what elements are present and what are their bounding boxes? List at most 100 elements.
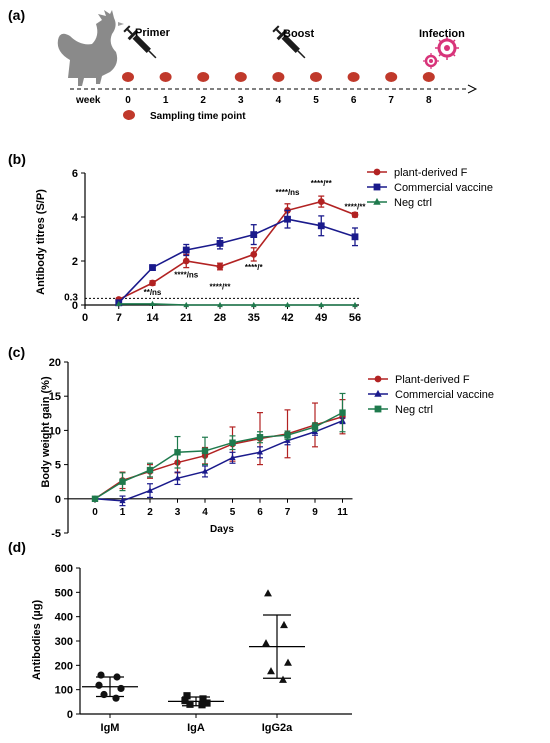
b-significance-label-6: ****/** (345, 202, 367, 211)
c-y-tick-15: 15 (49, 391, 61, 403)
c-y-tick-5: 5 (55, 460, 61, 472)
panel-label-a: (a) (8, 7, 25, 23)
d-point-iga-5 (198, 701, 206, 709)
c-x-tick-4: 4 (202, 507, 208, 518)
c-point-neg-ctrl-5 (229, 439, 236, 446)
c-y-tick--5: -5 (51, 528, 61, 540)
b-point-commercial-vaccine-56 (351, 233, 359, 241)
c-point-neg-ctrl-9 (311, 423, 319, 431)
b-legend-label-neg-ctrl: Neg ctrl (394, 197, 432, 209)
d-y-tick-0: 0 (67, 709, 73, 721)
b-point-commercial-vaccine-14 (149, 264, 156, 271)
syringe-icon-boost (272, 25, 306, 59)
c-point-commercial-vaccine-3 (174, 474, 181, 481)
c-x-tick-3: 3 (175, 507, 181, 518)
sampling-point-week-1 (159, 72, 172, 82)
c-y-tick-10: 10 (49, 425, 61, 437)
d-point-igm-3 (117, 684, 125, 693)
b-legend-marker-neg-ctrl (373, 197, 381, 205)
b-point-commercial-vaccine-49 (317, 222, 325, 230)
b-x-tick-35: 35 (248, 312, 260, 324)
c-point-neg-ctrl-3 (174, 449, 181, 456)
c-y-tick-20: 20 (49, 357, 61, 369)
virus-icon-large (435, 36, 459, 60)
c-legend: Plant-derived F Commercial vaccine Neg c… (395, 374, 494, 416)
sampling-markers (122, 72, 435, 82)
b-significance-label-0: **/ns (144, 288, 162, 297)
c-point-commercial-vaccine-1 (119, 497, 126, 504)
c-point-neg-ctrl-2 (146, 466, 154, 474)
b-significance-label-4: ****/ns (275, 188, 300, 197)
panel-label-c: (c) (8, 344, 25, 360)
c-legend-label-neg-ctrl: Neg ctrl (395, 404, 433, 416)
b-point-plant-derived-f-56 (351, 211, 359, 219)
d-point-igm-2 (95, 681, 103, 689)
sampling-point-week-8 (422, 72, 435, 82)
b-x-tick-21: 21 (180, 312, 192, 324)
d-point-igg2a-0 (264, 589, 272, 597)
c-legend-label-commercial-vaccine: Commercial vaccine (395, 389, 494, 401)
b-point-neg-ctrl-7 (115, 300, 122, 306)
b-point-neg-ctrl-49 (318, 301, 325, 308)
antibody-titres-chart: Antibody titres (S/P) plant-derived F Co… (35, 167, 493, 324)
sampling-legend-label: Sampling time point (150, 111, 246, 122)
b-point-neg-ctrl-35 (250, 301, 257, 308)
d-y-tick-300: 300 (55, 636, 73, 648)
sampling-legend: Sampling time point (123, 110, 246, 122)
b-point-neg-ctrl-42 (284, 301, 291, 308)
c-x-axis-title: Days (210, 524, 234, 535)
c-series-line-commercial-vaccine (94, 420, 343, 502)
b-point-commercial-vaccine-42 (284, 215, 291, 223)
c-x-tick-5: 5 (230, 507, 236, 518)
virus-icon-small (423, 53, 439, 69)
week-tick-1: 1 (163, 95, 169, 106)
c-point-commercial-vaccine-6 (256, 448, 264, 455)
b-x-tick-42: 42 (281, 312, 293, 324)
b-series-line-neg-ctrl (118, 303, 355, 306)
c-legend-label-plant-derived-f: Plant-derived F (395, 374, 470, 386)
d-point-igg2a-5 (279, 675, 287, 683)
week-tick-3: 3 (238, 95, 244, 106)
week-tick-6: 6 (351, 95, 357, 106)
b-series-line-plant-derived-f (118, 200, 356, 301)
b-y-tick-2: 2 (72, 256, 78, 268)
d-point-iga-2 (181, 697, 189, 705)
d-point-igm-4 (100, 690, 108, 699)
b-y-tick-0: 0 (72, 300, 78, 312)
b-point-commercial-vaccine-35 (250, 231, 258, 238)
week-tick-0: 0 (125, 95, 131, 106)
c-point-commercial-vaccine-7 (284, 437, 291, 443)
b-legend-label-commercial-vaccine: Commercial vaccine (394, 182, 493, 194)
week-label: week (75, 95, 101, 106)
b-x-tick-0: 0 (82, 312, 88, 324)
c-x-tick-11: 11 (337, 507, 348, 518)
sampling-point-week-0 (122, 72, 134, 82)
week-tick-8: 8 (426, 95, 432, 106)
primer-label: Primer (135, 27, 171, 39)
d-x-tick-igm: IgM (101, 722, 120, 734)
b-point-plant-derived-f-28 (216, 263, 224, 270)
b-significance-label-1: ****/ns (174, 271, 199, 280)
d-point-igg2a-3 (284, 658, 292, 666)
sampling-point-week-3 (234, 72, 247, 82)
c-point-neg-ctrl-7 (284, 431, 291, 439)
panel-label-d: (d) (8, 539, 26, 555)
b-point-neg-ctrl-28 (217, 301, 223, 308)
c-y-axis-title: Body weight gain (%) (40, 376, 52, 488)
c-point-neg-ctrl-1 (119, 478, 126, 485)
c-series-line-plant-derived-f (94, 416, 343, 500)
b-legend: plant-derived F Commercial vaccine Neg c… (394, 167, 493, 209)
d-x-tick-iga: IgA (187, 722, 205, 734)
timeline-arrow-icon (467, 84, 478, 94)
d-y-tick-100: 100 (55, 685, 73, 697)
b-significance-label-3: ****/* (245, 263, 264, 272)
c-legend-marker-commercial-vaccine (374, 389, 382, 397)
b-point-plant-derived-f-21 (182, 257, 190, 265)
d-y-axis-title: Antibodies (µg) (31, 600, 43, 681)
d-x-tick-igg2a: IgG2a (262, 722, 293, 734)
panel-label-b: (b) (8, 151, 26, 167)
c-legend-marker-neg-ctrl (374, 405, 382, 413)
week-tick-2: 2 (200, 95, 206, 106)
b-legend-marker-plant-derived-f (373, 168, 381, 176)
b-x-tick-49: 49 (315, 312, 327, 324)
